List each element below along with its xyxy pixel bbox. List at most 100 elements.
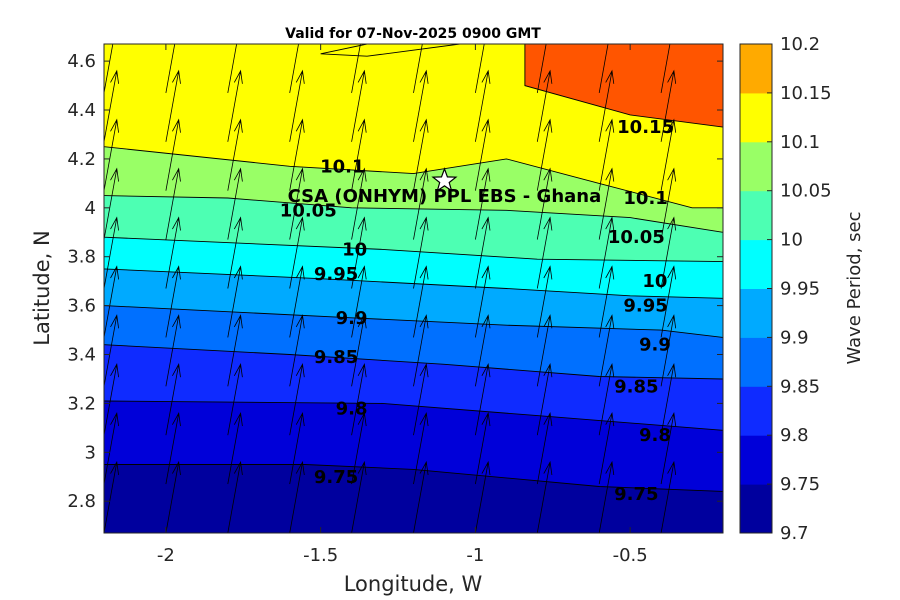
colorbar-swatch-9.9 bbox=[740, 288, 772, 338]
wave-arrow bbox=[536, 363, 553, 436]
contour-band-10.15 bbox=[524, 44, 723, 128]
contour-line-9.95 bbox=[104, 268, 723, 299]
wave-arrow bbox=[227, 265, 243, 338]
wave-arrow bbox=[660, 69, 677, 142]
wave-arrow bbox=[165, 216, 181, 289]
wave-arrow bbox=[104, 216, 119, 289]
y-tick-label: 3.8 bbox=[67, 247, 96, 268]
wave-arrow bbox=[165, 265, 181, 338]
x-tick-label: -0.5 bbox=[613, 545, 648, 566]
y-tick-label: 3 bbox=[85, 442, 96, 463]
wave-arrow bbox=[598, 167, 615, 240]
wave-arrow bbox=[104, 314, 119, 387]
contour-label: 9.9 bbox=[639, 335, 671, 356]
wave-arrow bbox=[413, 411, 429, 485]
wave-arrow bbox=[104, 265, 119, 338]
contour-line-9.85 bbox=[104, 344, 723, 380]
contour-label: 10.1 bbox=[623, 188, 667, 209]
colorbar-label: Wave Period, sec bbox=[844, 211, 865, 364]
wave-arrow bbox=[536, 118, 553, 191]
wave-arrow bbox=[165, 460, 181, 533]
wave-arrow bbox=[660, 216, 677, 289]
wave-arrow bbox=[413, 118, 429, 191]
y-tick-label: 4.6 bbox=[67, 51, 96, 72]
wave-arrow bbox=[536, 265, 553, 338]
plot-frame bbox=[103, 43, 724, 534]
wave-arrow bbox=[598, 216, 615, 289]
contour-label: 9.95 bbox=[623, 296, 667, 317]
wave-arrow bbox=[660, 167, 677, 240]
contour-label: 9.95 bbox=[314, 264, 358, 285]
wave-arrow bbox=[660, 118, 677, 191]
colorbar-tick-label: 9.8 bbox=[780, 425, 809, 446]
wave-arrow bbox=[475, 118, 491, 191]
contour-label: 10 bbox=[642, 271, 667, 292]
contour-label: 10 bbox=[342, 239, 367, 260]
colorbar-tick-label: 9.75 bbox=[780, 474, 820, 495]
wave-arrow bbox=[351, 69, 367, 142]
colorbar-tick-label: 9.85 bbox=[780, 376, 820, 397]
contour-line-9.75 bbox=[104, 464, 723, 492]
contour-line-outline bbox=[320, 44, 460, 57]
contour-label: 10.1 bbox=[320, 156, 364, 177]
wave-arrow bbox=[351, 44, 361, 93]
wave-arrow bbox=[660, 265, 677, 338]
wave-arrow bbox=[475, 363, 491, 436]
wave-arrow bbox=[104, 460, 119, 533]
x-tick-label: -2 bbox=[157, 545, 175, 566]
wave-arrow bbox=[289, 167, 305, 240]
wave-arrow bbox=[475, 167, 491, 240]
y-tick-label: 2.8 bbox=[67, 491, 96, 512]
wave-arrow bbox=[289, 314, 305, 387]
wave-arrow bbox=[536, 44, 547, 93]
wave-arrow bbox=[413, 167, 429, 240]
contour-label: 10.15 bbox=[617, 117, 674, 138]
wave-direction-arrows bbox=[104, 44, 677, 533]
y-tick-label: 4 bbox=[85, 198, 96, 219]
colorbar-tick-label: 9.7 bbox=[780, 523, 809, 544]
wave-arrow bbox=[227, 363, 243, 436]
wave-arrow bbox=[598, 265, 615, 338]
wave-arrow bbox=[227, 44, 238, 93]
wave-arrow bbox=[165, 314, 181, 387]
wave-arrow bbox=[536, 314, 553, 387]
wave-arrow bbox=[536, 411, 553, 485]
wave-arrow bbox=[104, 44, 114, 93]
colorbar-tick-label: 10 bbox=[780, 230, 803, 251]
wave-arrow bbox=[289, 265, 305, 338]
wave-arrow bbox=[660, 363, 677, 436]
y-tick-label: 3.2 bbox=[67, 393, 96, 414]
wave-arrow bbox=[536, 460, 553, 533]
contour-line-10.05 bbox=[104, 195, 723, 233]
wave-arrow bbox=[104, 69, 119, 142]
contour-label: 9.85 bbox=[314, 347, 358, 368]
contour-label: 10.05 bbox=[280, 200, 337, 221]
contour-line-10.15 bbox=[524, 44, 723, 128]
wave-arrow bbox=[413, 460, 429, 533]
wave-arrow bbox=[227, 460, 243, 533]
wave-arrow bbox=[289, 216, 305, 289]
colorbar-swatch-9.85 bbox=[740, 337, 772, 387]
wave-arrow bbox=[351, 118, 367, 191]
contour-line-10 bbox=[104, 236, 723, 263]
wave-arrow bbox=[227, 118, 243, 191]
contour-label: 9.85 bbox=[614, 376, 658, 397]
wave-arrow bbox=[351, 216, 367, 289]
wave-arrow bbox=[598, 314, 615, 387]
wave-arrow bbox=[227, 411, 243, 485]
wave-arrow bbox=[598, 363, 615, 436]
colorbar: 9.7 9.75 9.8 9.85 9.9 9.95 10 10.05 10.1 10.15 10.… bbox=[739, 34, 832, 544]
colorbar-tick-label: 10.15 bbox=[780, 83, 832, 104]
wave-arrow bbox=[351, 167, 367, 240]
wave-arrow bbox=[660, 460, 677, 533]
contour-fill-layer bbox=[104, 44, 723, 533]
wave-arrow bbox=[598, 411, 615, 485]
colorbar-tick-label: 9.95 bbox=[780, 279, 820, 300]
wave-arrow bbox=[475, 69, 491, 142]
wave-arrow bbox=[413, 363, 429, 436]
wave-arrow bbox=[289, 363, 305, 436]
wave-arrow bbox=[475, 44, 485, 93]
contour-label: 9.8 bbox=[336, 398, 368, 419]
y-axis-ticks: 2.8 3 3.2 3.4 3.6 3.8 4 4.2 4.4 4.6 bbox=[67, 51, 723, 512]
